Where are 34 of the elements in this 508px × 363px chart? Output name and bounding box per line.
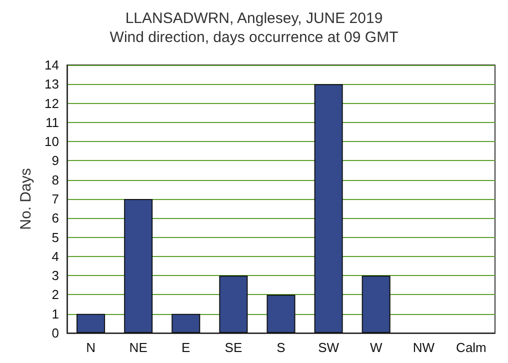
x-tick-label: N: [86, 340, 96, 355]
y-tick-label: 7: [52, 192, 59, 206]
chart-title: LLANSADWRN, Anglesey, JUNE 2019: [125, 10, 383, 27]
bar: [76, 314, 106, 333]
y-tick-label: 0: [52, 326, 59, 340]
y-tick-label: 10: [44, 134, 59, 150]
bar: [219, 276, 248, 333]
x-tick-label: NW: [412, 340, 436, 355]
x-tick-label: SW: [318, 340, 340, 355]
bar: [172, 314, 200, 333]
bar: [362, 276, 390, 333]
bar: [314, 84, 343, 333]
x-tick-label: E: [182, 340, 191, 355]
y-tick-label: 6: [52, 210, 59, 226]
bar: [266, 294, 296, 333]
x-tick-label: S: [276, 340, 286, 355]
x-tick-label: NE: [129, 340, 148, 355]
x-tick-label: Calm: [456, 340, 486, 355]
bar: [124, 199, 153, 333]
chart-subtitle: Wind direction, days occurrence at 09 GMT: [110, 29, 398, 46]
x-tick-label: W: [370, 340, 383, 355]
y-tick-label: 9: [52, 153, 59, 168]
y-tick-label: 2: [52, 287, 59, 302]
y-tick-label: 11: [46, 114, 59, 130]
y-tick-label: 13: [44, 76, 59, 92]
y-axis-title: No. Days: [18, 168, 35, 230]
y-tick-label: 4: [52, 248, 59, 264]
y-tick-label: 12: [44, 96, 59, 111]
y-tick-label: 5: [52, 230, 59, 245]
y-tick-label: 3: [52, 268, 59, 284]
y-tick-label: 14: [44, 58, 59, 72]
y-tick-label: 8: [52, 172, 59, 188]
y-tick-label: 1: [52, 306, 59, 322]
x-tick-label: SE: [224, 340, 242, 355]
